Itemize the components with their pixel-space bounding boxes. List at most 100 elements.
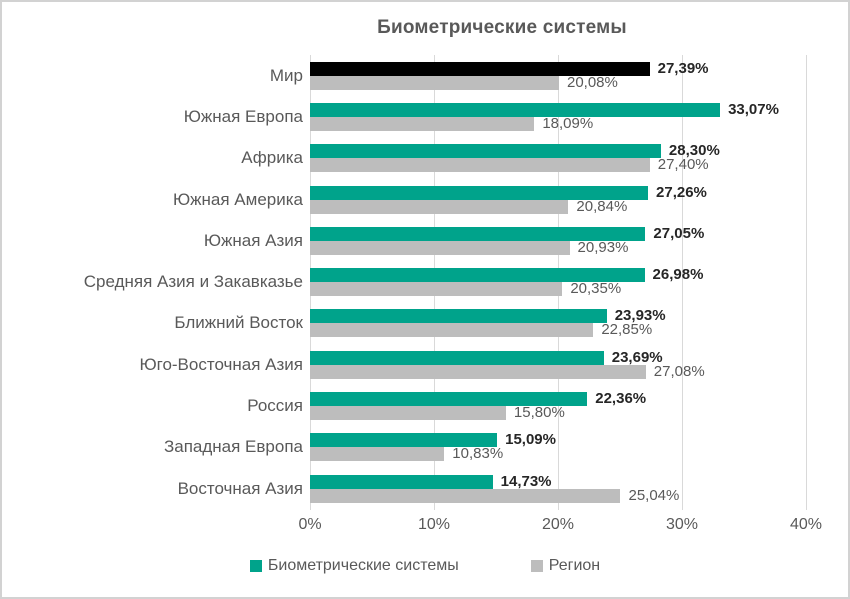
bar-line: 20,35% (310, 280, 806, 298)
bar-biometric[interactable] (310, 433, 498, 448)
category-label: Южная Европа (183, 106, 303, 126)
value-label-biometric: 27,05% (653, 224, 705, 242)
category-label: Южная Азия (203, 230, 303, 250)
gridline (806, 55, 807, 510)
table-row: Южная Азия 27,05% 20,93% (2, 220, 848, 261)
value-label-region: 20,84% (576, 197, 628, 215)
bar-pair: 33,07% 18,09% (310, 100, 806, 131)
bar-region[interactable] (310, 323, 594, 338)
bar-line: 22,85% (310, 321, 806, 339)
category-label: Средняя Азия и Закавказье (83, 272, 303, 292)
bar-region[interactable] (310, 158, 650, 173)
bar-pair: 27,39% 20,08% (310, 59, 806, 91)
bar-biometric[interactable] (310, 309, 607, 324)
bar-biometric[interactable] (310, 350, 604, 365)
category-label: Южная Америка (172, 189, 303, 209)
x-tick: 30% (665, 516, 699, 534)
value-label-region: 27,40% (657, 156, 709, 174)
bar-biometric[interactable] (310, 474, 493, 489)
bar-biometric[interactable] (310, 392, 588, 407)
bar-pair: 27,26% 20,84% (310, 183, 806, 215)
bar-region[interactable] (310, 447, 445, 462)
bar-region[interactable] (310, 116, 535, 131)
bar-pair: 14,73% 25,04% (310, 472, 806, 503)
category-label: Юго-Восточная Азия (139, 354, 303, 374)
value-label-region: 20,93% (577, 238, 629, 256)
bar-pair: 27,05% 20,93% (310, 224, 806, 256)
bar-biometric[interactable] (310, 61, 650, 76)
table-row: Южная Европа 33,07% 18,09% (2, 96, 848, 137)
category-label: Африка (241, 148, 303, 168)
value-label-region: 27,08% (653, 362, 705, 380)
x-axis: 0% 10% 20% 30% 40% (298, 509, 822, 537)
value-label-biometric: 33,07% (728, 100, 779, 118)
bar-region[interactable] (310, 488, 621, 503)
category-label: Мир (269, 65, 303, 85)
bar-region[interactable] (310, 240, 570, 255)
legend-swatch-region-icon (530, 560, 543, 573)
bar-line: 10,83% (310, 445, 806, 463)
bar-line: 25,04% (310, 488, 806, 503)
gridline (682, 55, 683, 510)
value-label-biometric: 23,93% (614, 307, 666, 325)
bar-line: 28,30% (310, 142, 806, 160)
bar-pair: 22,36% 15,80% (310, 390, 806, 422)
value-label-region: 20,08% (566, 73, 618, 91)
category-label: Ближний Восток (174, 313, 303, 333)
bar-region[interactable] (310, 282, 563, 297)
value-label-region: 15,80% (513, 404, 565, 422)
bar-line: 27,26% (310, 183, 806, 201)
value-label-biometric: 26,98% (652, 266, 704, 284)
bar-pair: 26,98% 20,35% (310, 266, 806, 298)
bar-biometric[interactable] (310, 226, 646, 241)
value-label-biometric: 15,09% (505, 431, 556, 449)
bar-pair: 28,30% 27,40% (310, 142, 806, 174)
value-label-biometric: 22,36% (595, 390, 647, 408)
bar-biometric[interactable] (310, 102, 721, 117)
bar-biometric[interactable] (310, 144, 661, 159)
plot-area: Мир 27,39% 20,08% Южная Европа 33,07% 18,09% А… (2, 55, 848, 537)
bar-line: 15,09% (310, 431, 806, 449)
value-label-biometric: 14,73% (500, 472, 552, 490)
title-row: Биометрические системы (2, 17, 848, 41)
bar-line: 18,09% (310, 116, 806, 131)
value-label-biometric: 23,69% (611, 348, 663, 366)
bar-line: 20,93% (310, 238, 806, 256)
legend-label-region: Регион (548, 557, 601, 575)
table-row: Мир 27,39% 20,08% (2, 55, 848, 96)
value-label-region: 22,85% (601, 321, 653, 339)
table-row: Южная Америка 27,26% 20,84% (2, 179, 848, 220)
x-tick: 0% (298, 516, 322, 534)
table-row: Россия 22,36% 15,80% (2, 385, 848, 426)
bar-line: 27,05% (310, 224, 806, 242)
chart-title: Биометрические системы (377, 17, 627, 38)
bar-line: 23,93% (310, 307, 806, 325)
value-label-biometric: 27,26% (656, 183, 707, 201)
bar-line: 26,98% (310, 266, 806, 284)
bar-biometric[interactable] (310, 268, 645, 283)
x-tick: 20% (541, 516, 575, 534)
value-label-biometric: 27,39% (657, 59, 709, 77)
legend: Биометрические системы Регион (2, 557, 848, 575)
bar-line: 20,84% (310, 197, 806, 215)
bar-region[interactable] (310, 406, 506, 421)
bar-biometric[interactable] (310, 185, 649, 200)
bar-region[interactable] (310, 75, 559, 90)
category-label: Западная Европа (163, 437, 303, 457)
value-label-region: 20,35% (570, 280, 622, 298)
bar-line: 23,69% (310, 348, 806, 366)
legend-swatch-biometric-icon (249, 560, 262, 573)
value-label-region: 10,83% (452, 445, 504, 463)
value-label-biometric: 28,30% (668, 142, 720, 160)
bar-pair: 23,93% 22,85% (310, 307, 806, 339)
bar-region[interactable] (310, 364, 646, 379)
table-row: Юго-Восточная Азия 23,69% 27,08% (2, 344, 848, 385)
bar-region[interactable] (310, 199, 569, 214)
legend-item-region[interactable]: Регион (530, 557, 601, 575)
category-label: Россия (247, 396, 303, 416)
legend-label-biometric: Биометрические системы (267, 557, 459, 575)
legend-item-biometric[interactable]: Биометрические системы (249, 557, 459, 575)
table-row: Средняя Азия и Закавказье 26,98% 20,35% (2, 261, 848, 302)
bar-line: 27,08% (310, 362, 806, 380)
